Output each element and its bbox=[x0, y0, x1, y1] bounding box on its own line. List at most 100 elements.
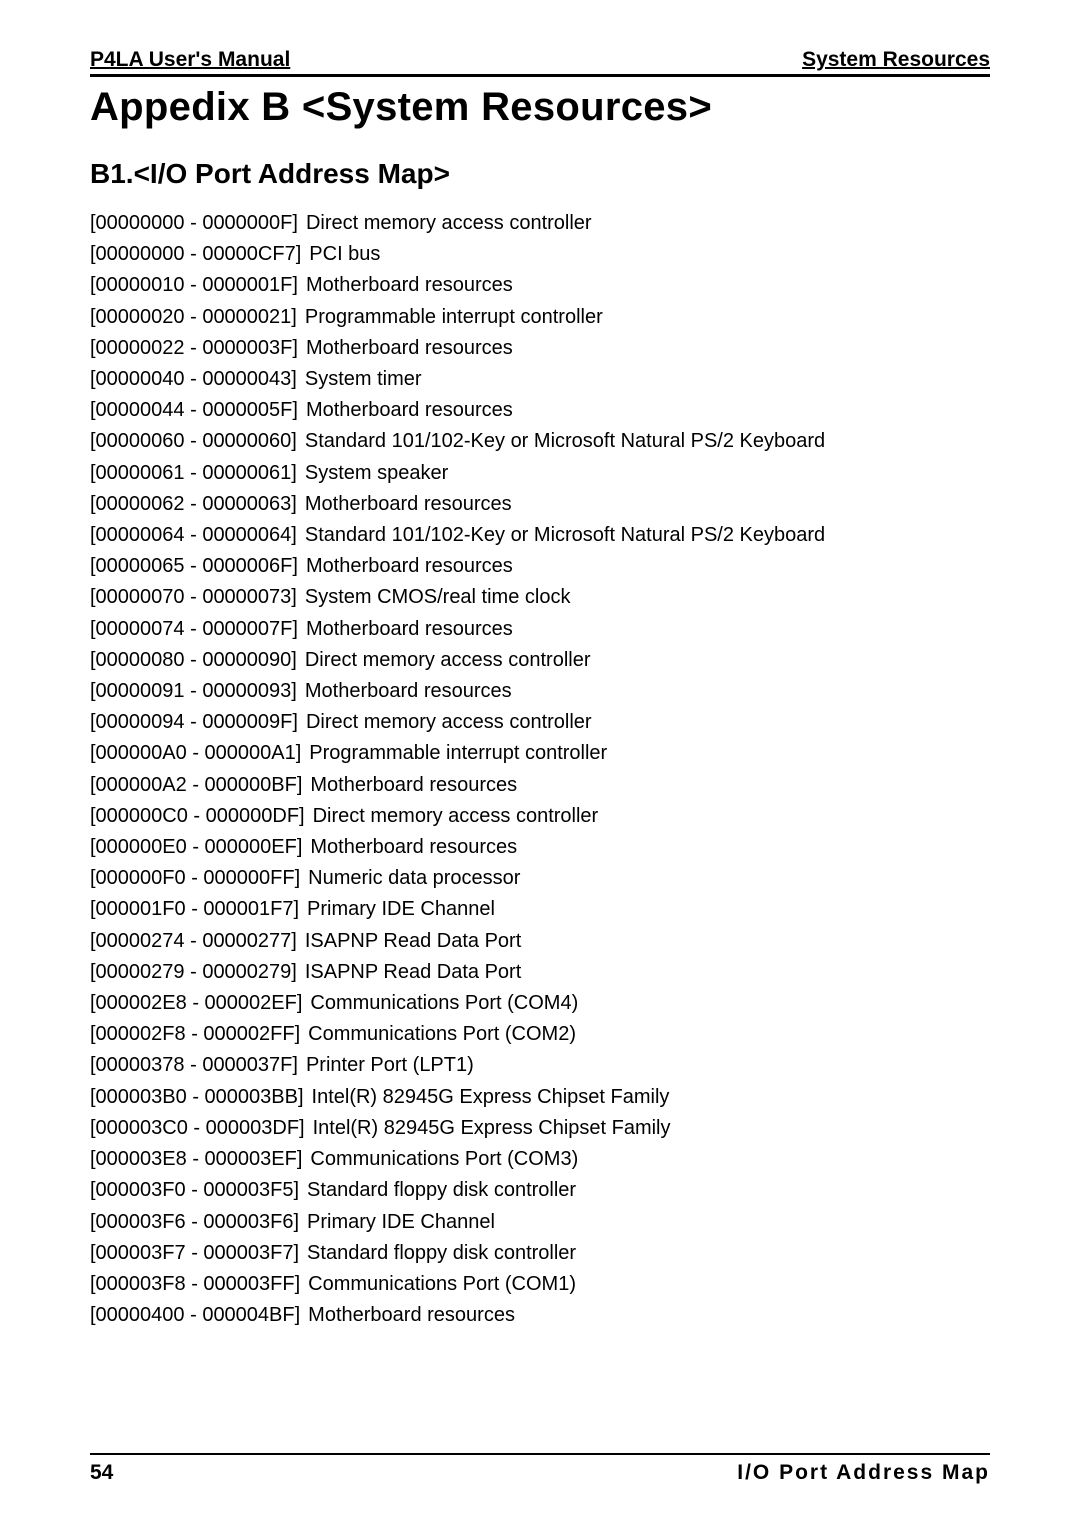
io-port-description: Standard 101/102-Key or Microsoft Natura… bbox=[305, 426, 825, 457]
io-port-row: [00000022 - 0000003F] Motherboard resourc… bbox=[90, 333, 990, 364]
io-port-description: Communications Port (COM3) bbox=[310, 1144, 578, 1175]
io-port-description: Intel(R) 82945G Express Chipset Family bbox=[312, 1082, 670, 1113]
io-port-description: Direct memory access controller bbox=[305, 645, 591, 676]
io-port-range: [00000400 - 000004BF] bbox=[90, 1300, 300, 1331]
io-port-range: [000000F0 - 000000FF] bbox=[90, 863, 300, 894]
io-port-range: [00000020 - 00000021] bbox=[90, 302, 297, 333]
io-port-description: Programmable interrupt controller bbox=[309, 738, 607, 769]
page-footer: 54 I/O Port Address Map bbox=[90, 1453, 990, 1485]
io-port-row: [00000070 - 00000073] System CMOS/real ti… bbox=[90, 582, 990, 613]
io-port-row: [000001F0 - 000001F7]Primary IDE Channel bbox=[90, 894, 990, 925]
io-port-row: [00000065 - 0000006F]Motherboard resourc… bbox=[90, 551, 990, 582]
io-port-row: [00000091 - 00000093] Motherboard resourc… bbox=[90, 676, 990, 707]
io-port-row: [000002F8 - 000002FF] Communications Port… bbox=[90, 1019, 990, 1050]
io-port-row: [000003B0 - 000003BB]Intel(R) 82945G Exp… bbox=[90, 1082, 990, 1113]
io-port-row: [00000020 - 00000021]Programmable interr… bbox=[90, 302, 990, 333]
io-port-row: [000003F0 - 000003F5] Standard floppy dis… bbox=[90, 1175, 990, 1206]
io-port-row: [000000F0 - 000000FF] Numeric data proces… bbox=[90, 863, 990, 894]
io-port-description: Primary IDE Channel bbox=[307, 894, 495, 925]
io-port-range: [000000A0 - 000000A1] bbox=[90, 738, 301, 769]
io-port-row: [00000010 - 0000001F] Motherboard resourc… bbox=[90, 270, 990, 301]
io-port-range: [00000378 - 0000037F] bbox=[90, 1050, 298, 1081]
io-port-list: [00000000 - 0000000F] Direct memory acces… bbox=[90, 208, 990, 1331]
io-port-description: Motherboard resources bbox=[305, 676, 512, 707]
io-port-range: [00000010 - 0000001F] bbox=[90, 270, 298, 301]
io-port-range: [00000040 - 00000043] bbox=[90, 364, 297, 395]
io-port-range: [000003F6 - 000003F6] bbox=[90, 1207, 299, 1238]
io-port-row: [00000044 - 0000005F] Motherboard resourc… bbox=[90, 395, 990, 426]
io-port-description: Standard floppy disk controller bbox=[307, 1238, 576, 1269]
io-port-row: [00000000 - 0000000F] Direct memory acces… bbox=[90, 208, 990, 239]
io-port-row: [000003E8 - 000003EF]Communications Port… bbox=[90, 1144, 990, 1175]
io-port-description: Intel(R) 82945G Express Chipset Family bbox=[313, 1113, 671, 1144]
io-port-range: [00000274 - 00000277] bbox=[90, 926, 297, 957]
io-port-range: [000003F7 - 000003F7] bbox=[90, 1238, 299, 1269]
io-port-row: [00000074 - 0000007F] Motherboard resourc… bbox=[90, 614, 990, 645]
io-port-description: System CMOS/real time clock bbox=[305, 582, 571, 613]
io-port-description: ISAPNP Read Data Port bbox=[305, 926, 521, 957]
io-port-row: [00000279 - 00000279] ISAPNP Read Data Po… bbox=[90, 957, 990, 988]
io-port-range: [00000061 - 00000061] bbox=[90, 458, 297, 489]
io-port-range: [00000044 - 0000005F] bbox=[90, 395, 298, 426]
io-port-description: Direct memory access controller bbox=[313, 801, 599, 832]
io-port-range: [00000080 - 00000090] bbox=[90, 645, 297, 676]
io-port-description: Communications Port (COM4) bbox=[310, 988, 578, 1019]
io-port-range: [00000000 - 0000000F] bbox=[90, 208, 298, 239]
io-port-range: [00000022 - 0000003F] bbox=[90, 333, 298, 364]
io-port-row: [000003F8 - 000003FF] Communications Port… bbox=[90, 1269, 990, 1300]
io-port-range: [000003C0 - 000003DF] bbox=[90, 1113, 305, 1144]
io-port-row: [000000A2 - 000000BF] Motherboard resourc… bbox=[90, 770, 990, 801]
io-port-description: Primary IDE Channel bbox=[307, 1207, 495, 1238]
section-title: B1.<I/O Port Address Map> bbox=[90, 158, 990, 190]
io-port-row: [000003F6 - 000003F6] Primary IDE Channel bbox=[90, 1207, 990, 1238]
io-port-description: Direct memory access controller bbox=[306, 707, 592, 738]
io-port-range: [000002E8 - 000002EF] bbox=[90, 988, 302, 1019]
io-port-row: [00000060 - 00000060] Standard 101/102-Ke… bbox=[90, 426, 990, 457]
io-port-range: [00000062 - 00000063] bbox=[90, 489, 297, 520]
io-port-description: System timer bbox=[305, 364, 422, 395]
io-port-description: ISAPNP Read Data Port bbox=[305, 957, 521, 988]
io-port-range: [00000279 - 00000279] bbox=[90, 957, 297, 988]
page-number: 54 bbox=[90, 1461, 113, 1485]
io-port-range: [00000074 - 0000007F] bbox=[90, 614, 298, 645]
io-port-description: PCI bus bbox=[309, 239, 380, 270]
io-port-description: Motherboard resources bbox=[308, 1300, 515, 1331]
io-port-range: [00000000 - 00000CF7] bbox=[90, 239, 301, 270]
io-port-row: [00000061 - 00000061]System speaker bbox=[90, 458, 990, 489]
io-port-range: [000000A2 - 000000BF] bbox=[90, 770, 302, 801]
io-port-description: Motherboard resources bbox=[306, 614, 513, 645]
io-port-description: Motherboard resources bbox=[306, 395, 513, 426]
io-port-description: Motherboard resources bbox=[310, 770, 517, 801]
io-port-row: [000000E0 - 000000EF] Motherboard resourc… bbox=[90, 832, 990, 863]
io-port-row: [00000094 - 0000009F] Direct memory acces… bbox=[90, 707, 990, 738]
io-port-range: [000003F0 - 000003F5] bbox=[90, 1175, 299, 1206]
io-port-description: Motherboard resources bbox=[310, 832, 517, 863]
io-port-range: [00000091 - 00000093] bbox=[90, 676, 297, 707]
io-port-row: [00000062 - 00000063]Motherboard resourc… bbox=[90, 489, 990, 520]
io-port-range: [00000094 - 0000009F] bbox=[90, 707, 298, 738]
io-port-row: [000003F7 - 000003F7] Standard floppy dis… bbox=[90, 1238, 990, 1269]
io-port-row: [000000C0 - 000000DF] Direct memory acces… bbox=[90, 801, 990, 832]
io-port-description: Motherboard resources bbox=[306, 270, 513, 301]
io-port-row: [00000080 - 00000090] Direct memory acces… bbox=[90, 645, 990, 676]
io-port-description: Motherboard resources bbox=[306, 333, 513, 364]
io-port-range: [000002F8 - 000002FF] bbox=[90, 1019, 300, 1050]
io-port-description: Direct memory access controller bbox=[306, 208, 592, 239]
io-port-row: [00000274 - 00000277] ISAPNP Read Data Po… bbox=[90, 926, 990, 957]
io-port-description: Standard floppy disk controller bbox=[307, 1175, 576, 1206]
io-port-row: [00000000 - 00000CF7] PCI bus bbox=[90, 239, 990, 270]
io-port-range: [00000070 - 00000073] bbox=[90, 582, 297, 613]
io-port-range: [000003F8 - 000003FF] bbox=[90, 1269, 300, 1300]
io-port-row: [00000040 - 00000043] System timer bbox=[90, 364, 990, 395]
io-port-row: [000002E8 - 000002EF] Communications Port… bbox=[90, 988, 990, 1019]
io-port-range: [00000060 - 00000060] bbox=[90, 426, 297, 457]
io-port-range: [000000C0 - 000000DF] bbox=[90, 801, 305, 832]
io-port-description: Numeric data processor bbox=[308, 863, 520, 894]
io-port-description: Communications Port (COM2) bbox=[308, 1019, 576, 1050]
io-port-row: [000003C0 - 000003DF] Intel(R) 82945G Exp… bbox=[90, 1113, 990, 1144]
io-port-description: Communications Port (COM1) bbox=[308, 1269, 576, 1300]
io-port-description: Standard 101/102-Key or Microsoft Natura… bbox=[305, 520, 825, 551]
header-left-text: P4LA User's Manual bbox=[90, 48, 290, 72]
io-port-range: [00000065 - 0000006F] bbox=[90, 551, 298, 582]
io-port-range: [000000E0 - 000000EF] bbox=[90, 832, 302, 863]
